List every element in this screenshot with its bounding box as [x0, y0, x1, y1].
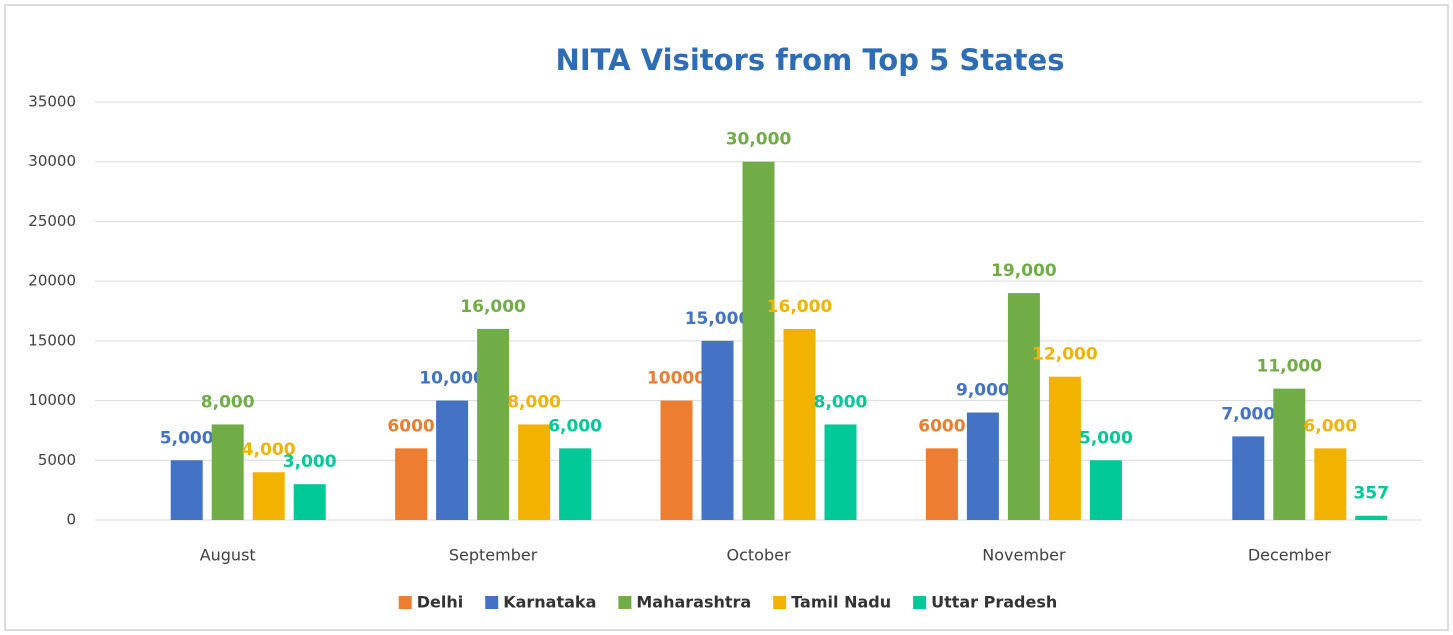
bar	[211, 424, 244, 520]
legend-label: Uttar Pradesh	[931, 593, 1057, 612]
bar	[824, 424, 857, 520]
bar	[1314, 448, 1347, 520]
bar	[966, 412, 999, 520]
legend-swatch	[913, 596, 927, 609]
y-tick-label: 25000	[28, 212, 76, 230]
legend-swatch	[398, 596, 412, 609]
data-label: 6,000	[548, 416, 602, 436]
data-label: 8,000	[201, 392, 255, 412]
bar	[170, 460, 203, 520]
legend-label: Maharashtra	[636, 593, 751, 612]
data-label: 8,000	[507, 392, 561, 412]
bar	[660, 400, 693, 520]
legend-label: Karnataka	[503, 593, 596, 612]
chart-border	[4, 4, 1449, 631]
bar	[518, 424, 551, 520]
data-label: 357	[1354, 484, 1390, 504]
data-label: 19,000	[991, 261, 1057, 281]
chart-title: NITA Visitors from Top 5 States	[556, 43, 1065, 77]
bar	[1007, 293, 1040, 520]
data-label: 10000	[647, 369, 706, 389]
bar	[436, 400, 469, 520]
bar	[701, 340, 734, 520]
data-label: 3,000	[283, 452, 337, 472]
y-tick-label: 15000	[28, 331, 76, 349]
y-tick-label: 0	[66, 511, 76, 529]
data-label: 6000	[918, 416, 965, 436]
x-tick-label: December	[1248, 546, 1331, 565]
bar	[742, 161, 775, 520]
bar	[1355, 515, 1388, 520]
data-label: 11,000	[1256, 357, 1322, 377]
data-label: 6000	[387, 416, 434, 436]
bar	[395, 448, 428, 520]
data-label: 5,000	[1079, 428, 1133, 448]
data-label: 6,000	[1303, 416, 1357, 436]
bar	[477, 328, 510, 520]
data-label: 16,000	[767, 297, 833, 317]
bar	[293, 484, 326, 520]
y-tick-label: 20000	[28, 272, 76, 290]
bar	[925, 448, 958, 520]
x-tick-label: August	[200, 546, 256, 565]
legend-swatch	[773, 596, 787, 609]
bar	[559, 448, 592, 520]
data-label: 10,000	[419, 369, 485, 389]
bar	[783, 328, 816, 520]
bar	[1089, 460, 1122, 520]
y-tick-label: 5000	[38, 451, 76, 469]
bar	[252, 472, 285, 520]
y-tick-label: 10000	[28, 391, 76, 409]
legend-swatch	[485, 596, 499, 609]
data-label: 15,000	[685, 309, 751, 329]
y-tick-label: 35000	[28, 93, 76, 111]
data-label: 7,000	[1221, 404, 1275, 424]
x-tick-label: September	[449, 546, 538, 565]
legend-swatch	[618, 596, 632, 609]
x-tick-label: October	[726, 546, 790, 565]
x-tick-label: November	[982, 546, 1066, 565]
bar	[1273, 388, 1306, 520]
bar	[1048, 376, 1081, 520]
data-label: 16,000	[460, 297, 526, 317]
data-label: 4,000	[242, 440, 296, 460]
data-label: 8,000	[814, 392, 868, 412]
y-tick-label: 30000	[28, 152, 76, 170]
legend-label: Tamil Nadu	[791, 593, 891, 612]
data-label: 5,000	[160, 428, 214, 448]
data-label: 30,000	[726, 130, 792, 150]
bar	[1232, 436, 1265, 520]
legend-label: Delhi	[417, 593, 464, 612]
data-label: 9,000	[956, 381, 1010, 401]
data-label: 12,000	[1032, 345, 1098, 365]
